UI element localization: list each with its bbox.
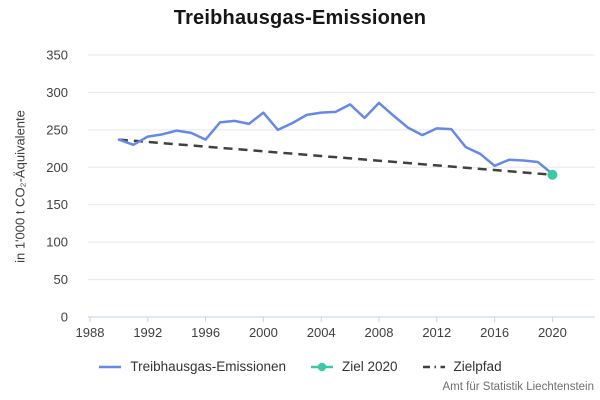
dot-line-swatch-icon — [310, 361, 334, 373]
y-tick-label: 250 — [46, 122, 68, 137]
emissions-line — [117, 101, 554, 176]
legend-label-zielpfad: Zielpfad — [453, 359, 502, 374]
legend-item-emissionen[interactable]: Treibhausgas-Emissionen — [98, 359, 286, 374]
x-tick-label: 2016 — [480, 325, 509, 340]
x-tick-label: 2004 — [307, 325, 336, 340]
legend-item-ziel-2020[interactable]: Ziel 2020 — [310, 359, 398, 374]
x-tick-label: 2000 — [249, 325, 278, 340]
y-tick-label: 300 — [46, 85, 68, 100]
y-tick-label: 50 — [54, 272, 68, 287]
x-tick-label: 1988 — [76, 325, 105, 340]
x-tick-label: 2020 — [538, 325, 567, 340]
y-tick-label: 200 — [46, 160, 68, 175]
legend-item-zielpfad[interactable]: Zielpfad — [422, 359, 502, 374]
x-tick-label: 1996 — [191, 325, 220, 340]
ziel-2020-marker — [547, 169, 558, 180]
chart-title: Treibhausgas-Emissionen — [173, 7, 427, 29]
y-tick-label: 350 — [46, 48, 68, 63]
x-tick-label: 1992 — [133, 325, 162, 340]
dash-dot-swatch-icon — [422, 361, 446, 373]
legend-label-ziel-2020: Ziel 2020 — [342, 359, 398, 374]
x-tick-label: 2012 — [422, 325, 451, 340]
y-tick-label: 0 — [61, 310, 68, 325]
legend: Treibhausgas-Emissionen Ziel 2020 Zielpf… — [0, 359, 600, 374]
x-tick-label: 2008 — [365, 325, 394, 340]
attribution: Amt für Statistik Liechtenstein — [442, 381, 594, 393]
zielpfad-line — [118, 138, 553, 177]
line-swatch-icon — [98, 361, 122, 373]
y-tick-label: 100 — [46, 235, 68, 250]
y-tick-label: 150 — [46, 197, 68, 212]
legend-label-emissionen: Treibhausgas-Emissionen — [130, 359, 286, 374]
